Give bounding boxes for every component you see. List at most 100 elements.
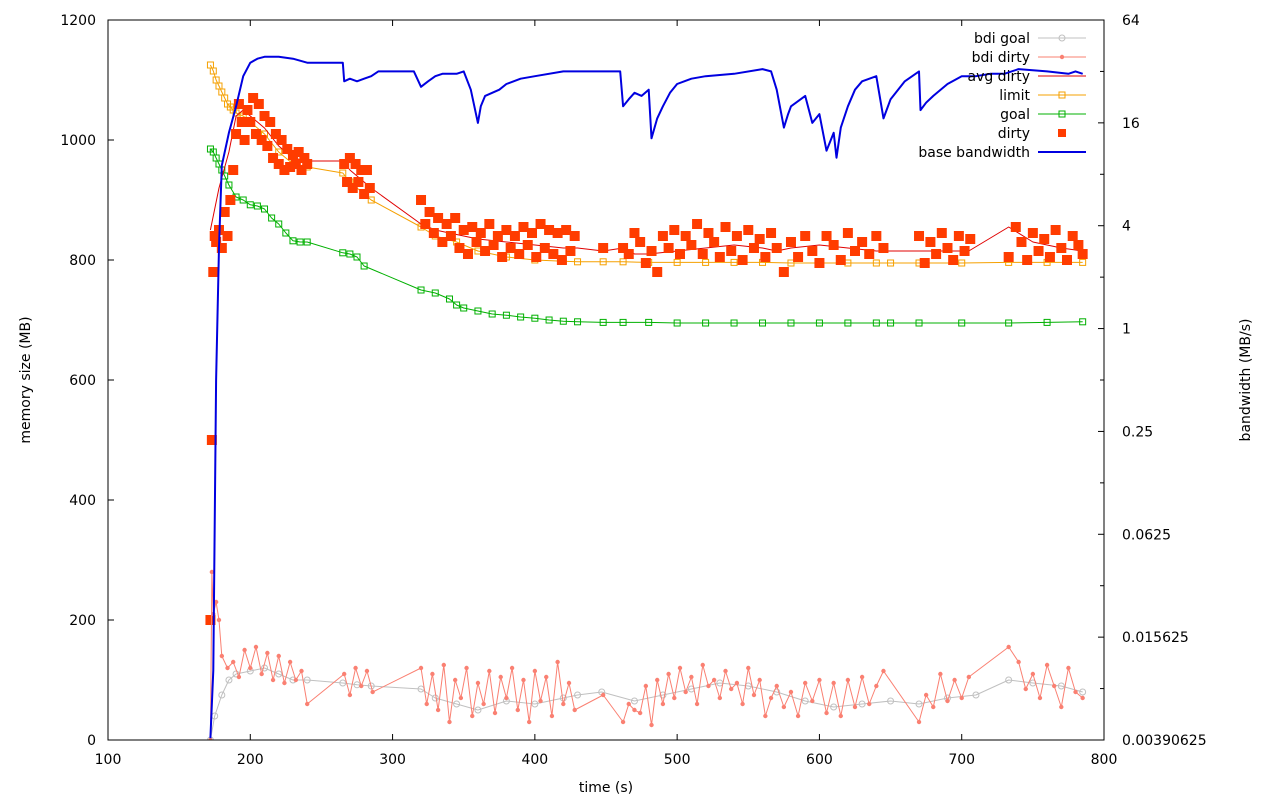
data-point-bdi-dirty [655, 677, 660, 683]
data-point-dirty [497, 252, 508, 262]
data-point-goal [958, 319, 966, 327]
data-point-bdi-goal [887, 697, 895, 705]
x-tick-label: 700 [948, 752, 975, 768]
data-point-limit [787, 259, 795, 267]
data-point-bdi-dirty [1044, 662, 1050, 668]
axes: 100 200 300 400 500 600 700 800 0 200 400 600 800 100… [60, 13, 1206, 768]
data-point-bdi-dirty [746, 665, 751, 671]
data-point-dirty [561, 225, 572, 235]
data-point-goal [787, 319, 795, 327]
data-point-dirty [302, 159, 313, 169]
data-point-dirty [850, 246, 860, 256]
data-point-bdi-dirty [481, 701, 486, 707]
y2-tick-label: 0.0625 [1122, 527, 1171, 543]
data-point-bdi-dirty [364, 668, 370, 674]
data-point-bdi-dirty [938, 671, 943, 677]
data-point-bdi-dirty [706, 683, 711, 689]
data-point-goal [253, 202, 261, 210]
data-point-dirty [242, 105, 253, 115]
data-point-dirty [239, 135, 250, 145]
data-point-bdi-dirty [259, 671, 264, 677]
data-point-dirty [359, 189, 370, 199]
data-point-limit [958, 259, 966, 267]
legend-label-base-bandwidth: base bandwidth [918, 145, 1030, 161]
data-point-dirty [1073, 240, 1084, 250]
legend-label-dirty: dirty [998, 126, 1030, 142]
data-point-dirty [505, 243, 516, 253]
data-point-dirty [640, 258, 651, 268]
y2-tick-label: 1 [1122, 322, 1131, 338]
data-point-bdi-dirty [689, 674, 694, 680]
data-point-dirty [714, 252, 725, 262]
legend: bdi goal bdi dirty avg dirty limit goal dirty… [918, 31, 1086, 161]
data-point-dirty [864, 249, 875, 259]
data-point-dirty [347, 183, 358, 193]
data-point-limit [730, 258, 738, 266]
data-point-bdi-dirty [208, 737, 213, 740]
data-point-dirty [268, 153, 279, 163]
x-tick-label: 200 [237, 752, 264, 768]
data-point-dirty [253, 99, 264, 109]
data-point-bdi-dirty [515, 707, 520, 713]
data-point-dirty [285, 162, 296, 172]
data-point-bdi-dirty [781, 704, 787, 710]
data-point-dirty [233, 99, 244, 109]
data-point-dirty [686, 240, 697, 250]
legend-label-avg-dirty: avg dirty [967, 69, 1030, 85]
data-point-dirty [697, 249, 708, 259]
data-point-bdi-dirty [276, 653, 281, 659]
data-point-bdi-dirty [774, 683, 779, 689]
data-point-dirty [299, 153, 310, 163]
legend-marker-bdi-dirty [1059, 54, 1065, 60]
data-point-dirty [509, 231, 520, 241]
data-point-bdi-goal [339, 679, 347, 687]
data-point-dirty [219, 207, 230, 217]
data-point-bdi-dirty [666, 671, 671, 677]
x-tick-label: 500 [664, 752, 691, 768]
data-point-bdi-dirty [216, 617, 222, 623]
data-point-dirty [248, 93, 259, 103]
data-point-bdi-dirty [831, 680, 836, 686]
data-point-bdi-goal [972, 691, 980, 699]
data-point-bdi-dirty [270, 677, 276, 683]
data-point-dirty [296, 165, 307, 175]
data-point-goal [559, 317, 567, 325]
y-tick-label: 1200 [60, 13, 96, 29]
data-point-bdi-dirty [265, 650, 270, 656]
data-point-bdi-dirty [717, 695, 723, 701]
data-point-goal [289, 237, 297, 245]
data-point-dirty [270, 129, 281, 139]
data-point-dirty [1067, 231, 1078, 241]
data-point-dirty [919, 258, 930, 268]
data-point-dirty [480, 246, 491, 256]
data-point-dirty [259, 111, 270, 121]
data-point-dirty [857, 237, 868, 247]
data-point-bdi-dirty [248, 665, 253, 671]
data-point-bdi-dirty [341, 671, 347, 677]
data-point-dirty [692, 219, 703, 229]
data-point-dirty [766, 228, 777, 238]
data-point-dirty [942, 243, 953, 253]
data-point-bdi-dirty [359, 683, 364, 689]
data-point-dirty [948, 255, 959, 265]
data-point-goal [502, 311, 510, 319]
data-point-bdi-dirty [1080, 695, 1085, 701]
data-point-dirty [703, 228, 714, 238]
data-point-bdi-dirty [305, 701, 310, 707]
data-point-limit [275, 148, 283, 156]
data-point-bdi-dirty [683, 689, 688, 695]
data-point-bdi-dirty [424, 701, 429, 707]
data-point-goal [303, 238, 311, 246]
data-point-bdi-dirty [966, 674, 972, 680]
data-point-goal [488, 310, 496, 318]
data-point-bdi-goal [858, 700, 866, 708]
series-group [205, 55, 1088, 740]
data-point-dirty [754, 234, 765, 244]
data-point-dirty [931, 249, 942, 259]
data-point-bdi-dirty [544, 674, 549, 680]
y-axis-label: memory size (MB) [18, 316, 34, 443]
data-point-dirty [778, 267, 789, 277]
data-point-goal [574, 318, 582, 326]
